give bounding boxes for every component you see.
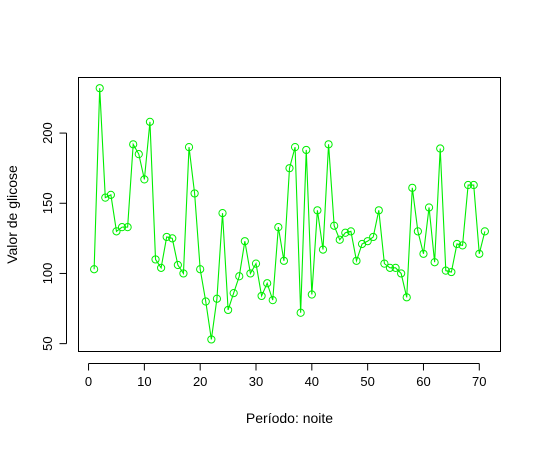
data-point (251, 259, 261, 268)
data-point (145, 117, 155, 126)
y-tick-label: 50 (40, 336, 55, 350)
data-point (324, 140, 333, 149)
data-point (190, 189, 199, 198)
data-point (452, 239, 462, 249)
data-point (335, 235, 344, 244)
data-point (363, 237, 372, 246)
data-point (246, 269, 255, 278)
data-point (134, 150, 143, 159)
x-tick-label: 60 (416, 374, 430, 389)
data-point (117, 223, 127, 232)
data-point (240, 237, 249, 246)
data-point (302, 145, 311, 155)
data-point (179, 269, 188, 278)
data-point (184, 143, 194, 152)
data-point (475, 249, 484, 258)
data-point (380, 259, 389, 268)
y-tick-label: 150 (40, 192, 55, 214)
data-point (397, 269, 406, 278)
data-point (140, 175, 149, 184)
x-tick-label: 70 (472, 374, 486, 389)
data-point (95, 84, 104, 93)
y-axis: 50 100 150 200 (40, 122, 67, 351)
x-axis: 0 10 20 30 40 50 60 70 (85, 363, 487, 389)
data-point (464, 180, 473, 190)
x-tick-label: 50 (360, 374, 374, 389)
x-tick-label: 40 (305, 374, 319, 389)
data-point (391, 263, 400, 272)
data-point (441, 266, 450, 275)
data-point (123, 223, 132, 232)
y-tick-label: 100 (40, 263, 55, 285)
data-point (279, 256, 289, 265)
data-point (413, 227, 422, 236)
data-point (296, 308, 305, 317)
data-point (106, 190, 115, 199)
data-point (90, 265, 99, 274)
y-axis-label: Valor de glicose (4, 165, 20, 264)
data-point (341, 228, 350, 237)
data-point (374, 206, 383, 215)
data-point (229, 289, 238, 298)
x-tick-label: 10 (137, 374, 151, 389)
data-point (447, 267, 456, 277)
data-point (268, 296, 277, 305)
data-point (263, 279, 272, 288)
data-point (257, 291, 266, 301)
series-layer (90, 84, 489, 344)
data-point (212, 294, 222, 303)
data-point (235, 272, 244, 281)
data-point (402, 293, 411, 302)
data-point (419, 249, 428, 258)
data-point (346, 227, 356, 236)
data-point (318, 245, 328, 254)
data-point (201, 297, 210, 306)
x-tick-label: 20 (193, 374, 207, 389)
data-point (285, 164, 294, 173)
data-point (168, 234, 177, 243)
data-point (369, 232, 378, 242)
data-point (313, 206, 322, 215)
data-point (207, 335, 216, 344)
data-point (290, 143, 300, 152)
x-tick-label: 0 (85, 374, 92, 389)
data-point (430, 258, 439, 267)
data-point (162, 232, 171, 242)
data-point (157, 263, 166, 272)
data-point (223, 305, 233, 315)
data-point (469, 180, 478, 190)
data-point (151, 255, 160, 264)
plot-frame (78, 77, 501, 352)
data-point (330, 221, 339, 230)
data-point (307, 290, 316, 299)
data-point (385, 263, 395, 272)
data-point (112, 227, 121, 236)
data-point (458, 241, 467, 250)
x-axis-label: Período: noite (246, 410, 333, 426)
data-point (218, 208, 227, 218)
data-point (480, 227, 489, 236)
data-point (196, 265, 205, 274)
y-tick-label: 200 (40, 122, 55, 144)
data-point (352, 256, 361, 265)
data-point (173, 260, 182, 270)
data-point (408, 183, 417, 192)
data-point (274, 223, 283, 232)
data-point (129, 140, 138, 149)
data-point (424, 203, 434, 212)
x-tick-label: 30 (249, 374, 263, 389)
data-point (436, 144, 445, 153)
